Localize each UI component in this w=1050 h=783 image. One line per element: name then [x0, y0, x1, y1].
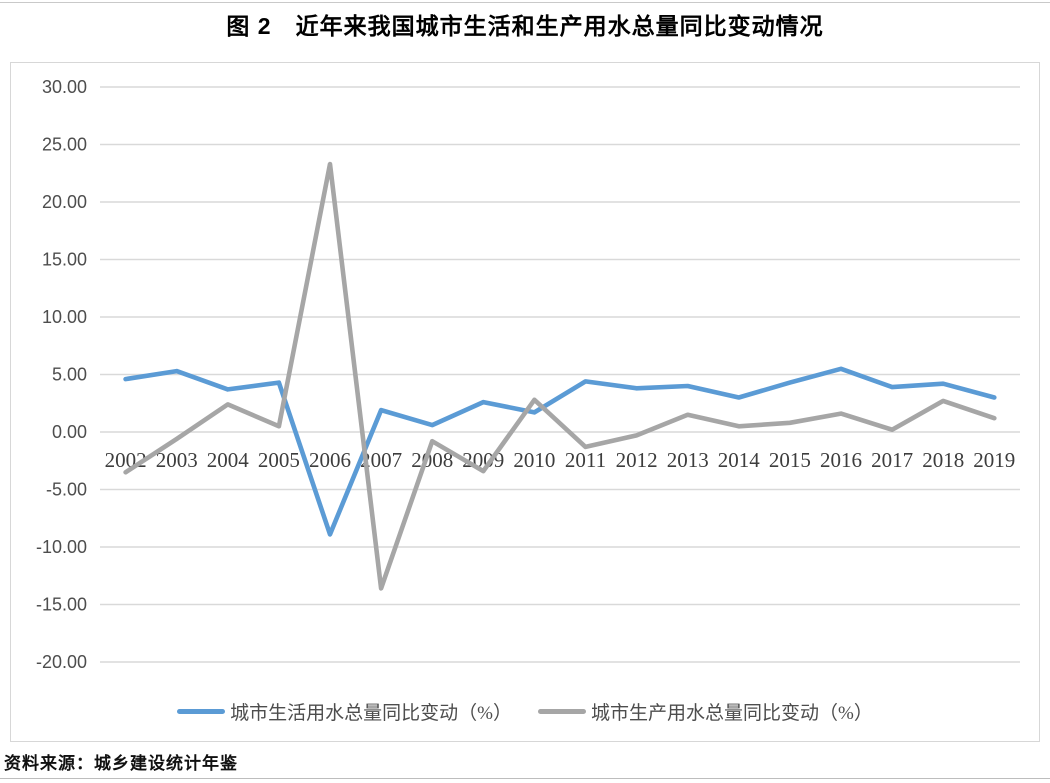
x-tick-label: 2016 — [820, 448, 862, 472]
chart-area: 30.00 25.00 20.00 15.00 10.00 5.00 0.00 -5.00 -1… — [10, 62, 1040, 742]
legend: 城市生活用水总量同比变动（%） 城市生产用水总量同比变动（%） — [11, 698, 1039, 725]
y-tick-label: 15.00 — [42, 250, 87, 270]
x-tick-label: 2004 — [207, 448, 250, 472]
series-line-production — [123, 161, 997, 591]
y-tick-label: -20.00 — [36, 652, 87, 672]
y-tick-label: 25.00 — [42, 135, 87, 155]
legend-item-production: 城市生产用水总量同比变动（%） — [538, 698, 873, 725]
page-top-divider — [0, 2, 1050, 3]
x-tick-label: 2015 — [769, 448, 811, 472]
x-tick-label: 2011 — [565, 448, 606, 472]
series-line-domestic — [123, 366, 997, 537]
y-tick-label: 10.00 — [42, 307, 87, 327]
y-tick-label: -5.00 — [46, 480, 87, 500]
y-tick-label: 5.00 — [52, 365, 87, 385]
y-tick-label: 0.00 — [52, 422, 87, 442]
x-tick-label: 2002 — [105, 448, 147, 472]
x-tick-label: 2005 — [258, 448, 300, 472]
legend-label-production: 城市生产用水总量同比变动（%） — [591, 703, 873, 724]
x-tick-label: 2014 — [718, 448, 761, 472]
page-bottom-divider — [0, 778, 1050, 779]
legend-label-domestic: 城市生活用水总量同比变动（%） — [230, 703, 512, 724]
x-tick-label: 2003 — [156, 448, 198, 472]
x-tick-label: 2017 — [871, 448, 913, 472]
x-axis-labels: 2002 2003 2004 2005 2006 2007 2008 2009 2010 2011… — [105, 448, 1016, 472]
x-tick-label: 2010 — [513, 448, 555, 472]
y-tick-label: -10.00 — [36, 537, 87, 557]
legend-item-domestic: 城市生活用水总量同比变动（%） — [177, 698, 512, 725]
legend-swatch-domestic-line — [177, 709, 226, 714]
gridlines — [100, 86, 1020, 663]
x-tick-label: 2018 — [922, 448, 964, 472]
y-tick-label: 30.00 — [42, 77, 87, 97]
y-tick-label: 20.00 — [42, 192, 87, 212]
x-tick-label: 2013 — [667, 448, 709, 472]
source-note: 资料来源：城乡建设统计年鉴 — [4, 754, 238, 773]
x-tick-label: 2006 — [309, 448, 351, 472]
chart-svg: 30.00 25.00 20.00 15.00 10.00 5.00 0.00 -5.00 -1… — [36, 77, 1020, 672]
series-lines — [123, 161, 997, 591]
chart-title: 图 2 近年来我国城市生活和生产用水总量同比变动情况 — [226, 13, 824, 39]
legend-swatch-production-line — [538, 709, 586, 714]
y-axis-labels: 30.00 25.00 20.00 15.00 10.00 5.00 0.00 -5.00 -1… — [36, 77, 87, 672]
y-tick-label: -15.00 — [36, 595, 87, 615]
x-tick-label: 2019 — [973, 448, 1015, 472]
x-tick-label: 2012 — [616, 448, 658, 472]
